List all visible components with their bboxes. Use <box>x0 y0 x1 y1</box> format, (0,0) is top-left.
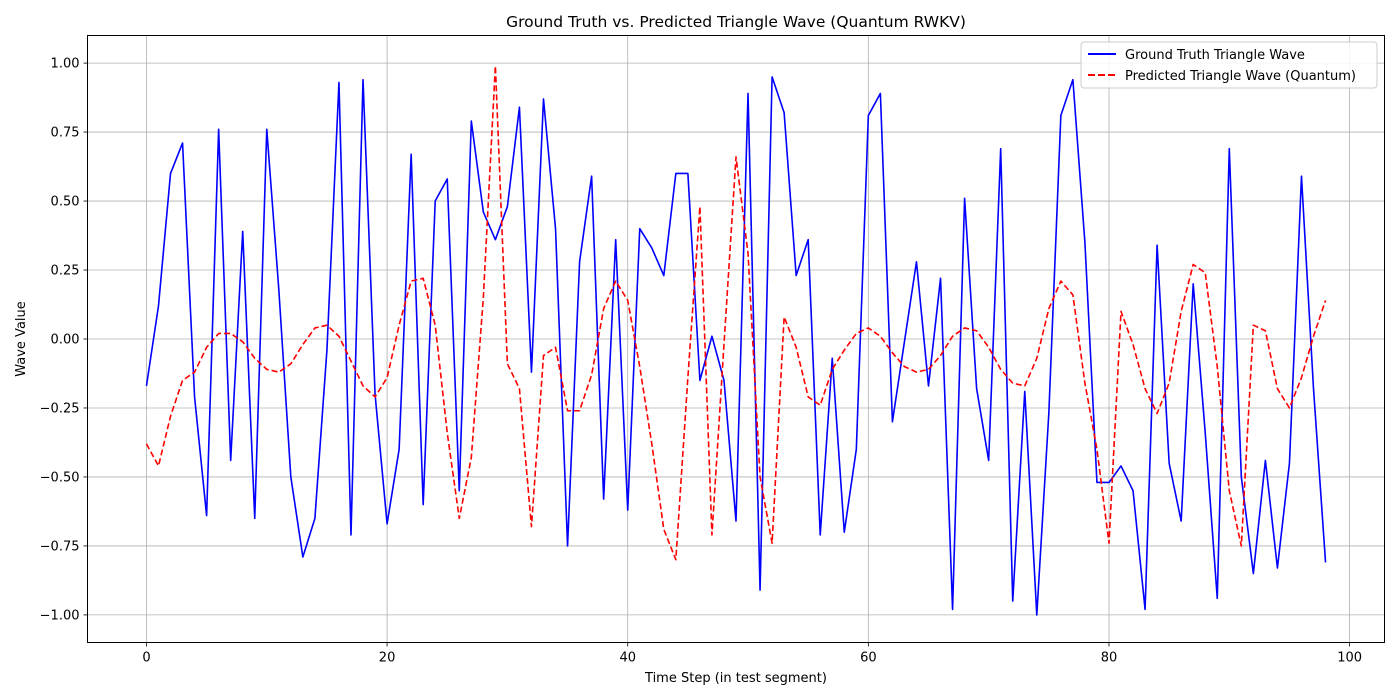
legend-label-ground-truth: Ground Truth Triangle Wave <box>1125 48 1305 63</box>
y-tick-label: 0.75 <box>51 126 80 141</box>
x-tick-label: 80 <box>1101 651 1118 666</box>
x-tick-label: 0 <box>142 651 150 666</box>
y-axis-label: Wave Value <box>14 301 29 377</box>
y-tick-label: −0.25 <box>40 401 80 416</box>
x-tick-label: 40 <box>619 651 636 666</box>
x-axis-label: Time Step (in test segment) <box>644 671 827 686</box>
y-tick-label: −1.00 <box>40 608 80 623</box>
legend-label-predicted: Predicted Triangle Wave (Quantum) <box>1125 69 1356 84</box>
series-layer <box>145 65 1327 616</box>
x-tick-label: 100 <box>1337 651 1362 666</box>
y-tick-label: 1.00 <box>51 57 80 72</box>
y-tick-label: 0.00 <box>51 333 80 348</box>
x-tick-label: 20 <box>379 651 396 666</box>
y-tick-label: 0.25 <box>51 264 80 279</box>
y-tick-label: −0.50 <box>40 470 80 485</box>
y-tick-label: 0.50 <box>51 195 80 210</box>
y-tick-label: −0.75 <box>40 539 80 554</box>
series-line-ground-truth <box>145 76 1327 616</box>
legend-box <box>1080 41 1378 89</box>
chart-title: Ground Truth vs. Predicted Triangle Wave… <box>506 13 966 31</box>
grid <box>87 35 1385 643</box>
legend: Ground Truth Triangle Wave Predicted Tri… <box>1080 41 1378 89</box>
x-tick-label: 60 <box>860 651 877 666</box>
ticks: 0 20 40 60 80 100 −1.00 −0.75 −0.50 −0.25 0.00 0.25… <box>40 57 1362 666</box>
series-line-predicted <box>145 65 1327 561</box>
